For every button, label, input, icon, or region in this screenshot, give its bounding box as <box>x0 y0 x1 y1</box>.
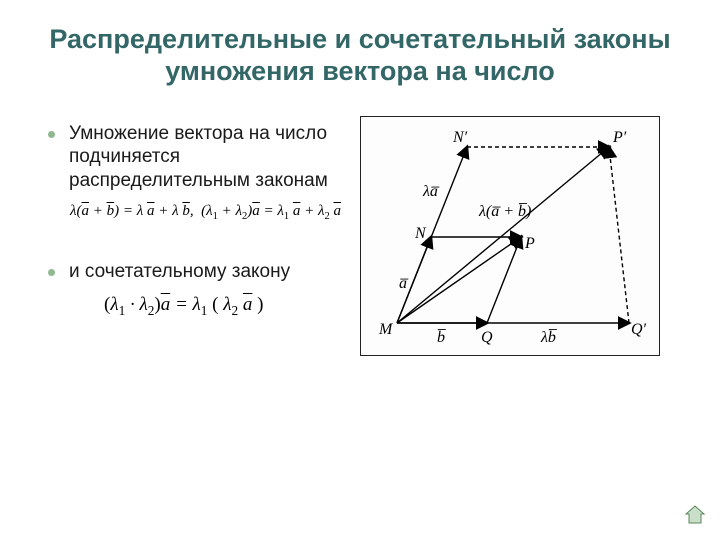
content-row: Умножение вектора на число подчиняется р… <box>48 116 672 356</box>
diagram-label-a: a̅ <box>399 275 407 293</box>
formula-associative: (λ1 · λ2)a = λ1 ( λ2 a ) <box>104 294 348 319</box>
diagram-label-Np: N′ <box>453 129 467 147</box>
diagram-label-Qp: Q′ <box>631 321 646 339</box>
slide-title: Распределительные и сочетательный законы… <box>48 24 672 88</box>
formula-distributive: λ(a + b) = λ a + λ b, (λ1 + λ2)a = λ1 a … <box>70 203 348 222</box>
diagram-label-lab: λ(a̅ + b̅) <box>479 203 531 221</box>
text-column: Умножение вектора на число подчиняется р… <box>48 116 348 356</box>
diagram-label-P: P <box>525 235 535 253</box>
diagram-label-Pp: P′ <box>613 129 626 147</box>
diagram-label-b: b̅ <box>437 329 445 347</box>
bullet-text-1: Умножение вектора на число подчиняется р… <box>69 122 348 193</box>
bullet-dot-icon <box>48 269 55 276</box>
bullet-dot-icon <box>48 131 55 138</box>
diagram-label-M: M <box>379 321 392 339</box>
slide: Распределительные и сочетательный законы… <box>0 0 720 540</box>
bullet-item-1: Умножение вектора на число подчиняется р… <box>48 122 348 193</box>
diagram-label-N: N <box>415 225 426 243</box>
bullet-item-2: и сочетательному закону <box>48 260 348 284</box>
diagram-column: M Q Q′ N P N′ P′ a̅ λa̅ b̅ λb̅ λ(a̅ + b̅) <box>360 116 672 356</box>
diagram-label-la: λa̅ <box>423 183 438 201</box>
home-icon[interactable] <box>684 504 706 526</box>
vector-diagram: M Q Q′ N P N′ P′ a̅ λa̅ b̅ λb̅ λ(a̅ + b̅) <box>360 116 660 356</box>
bullet-text-2: и сочетательному закону <box>69 260 290 284</box>
diagram-label-lb: λb̅ <box>541 329 556 347</box>
diagram-label-Q: Q <box>481 329 493 347</box>
